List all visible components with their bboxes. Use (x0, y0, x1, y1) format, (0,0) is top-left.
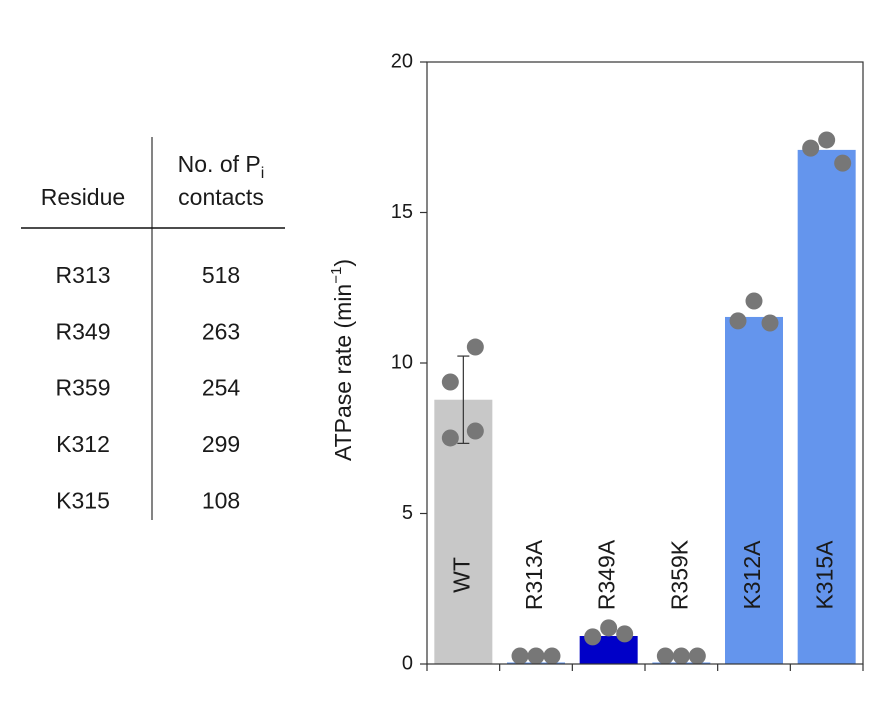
table-header: Residue (41, 184, 125, 210)
category-label: R313A (521, 539, 547, 610)
bar (725, 316, 783, 664)
data-point (656, 647, 674, 665)
data-point (818, 131, 836, 149)
data-point (672, 647, 690, 665)
data-point (802, 139, 820, 157)
category-label: R359K (666, 539, 692, 610)
y-axis-label: ATPase rate (min−1) (328, 259, 356, 461)
data-point (761, 314, 779, 332)
residue: R349 (56, 318, 111, 344)
data-point (441, 373, 459, 391)
data-point (600, 619, 618, 637)
data-point (729, 312, 747, 330)
y-tick-label: 15 (391, 201, 413, 223)
label-text: ATPase rate (min (330, 284, 356, 461)
header-text: No. of P (178, 151, 261, 177)
data-point (527, 647, 545, 665)
contacts: 108 (202, 487, 240, 513)
residue: K315 (56, 487, 110, 513)
data-point (834, 154, 852, 172)
data-point (511, 647, 529, 665)
table-header: No. of Pi (178, 151, 265, 182)
data-point (466, 422, 484, 440)
label-text: ) (330, 259, 356, 267)
data-point (441, 429, 459, 447)
residue: K312 (56, 431, 110, 457)
table-header: contacts (178, 184, 264, 210)
data-point (616, 625, 634, 643)
data-point (745, 292, 763, 310)
data-point (584, 628, 602, 646)
plot-frame (426, 61, 864, 665)
contacts: 263 (202, 318, 240, 344)
contacts: 518 (202, 262, 240, 288)
category-label: K315A (812, 540, 838, 610)
y-tick-label: 10 (391, 351, 413, 373)
label-superscript: −1 (328, 267, 345, 284)
header-subscript: i (261, 165, 265, 182)
data-point (543, 647, 561, 665)
category-label: R349A (594, 539, 620, 610)
contacts: 299 (202, 431, 240, 457)
category-label: WT (448, 557, 474, 593)
data-point (466, 338, 484, 356)
y-tick-label: 0 (402, 652, 413, 674)
data-point (688, 647, 706, 665)
category-label: K312A (739, 540, 765, 610)
y-tick-label: 5 (402, 502, 413, 524)
residue: R313 (56, 262, 111, 288)
y-tick-label: 20 (391, 50, 413, 72)
contacts: 254 (202, 375, 241, 401)
bar (797, 149, 856, 665)
residue: R359 (56, 375, 111, 401)
